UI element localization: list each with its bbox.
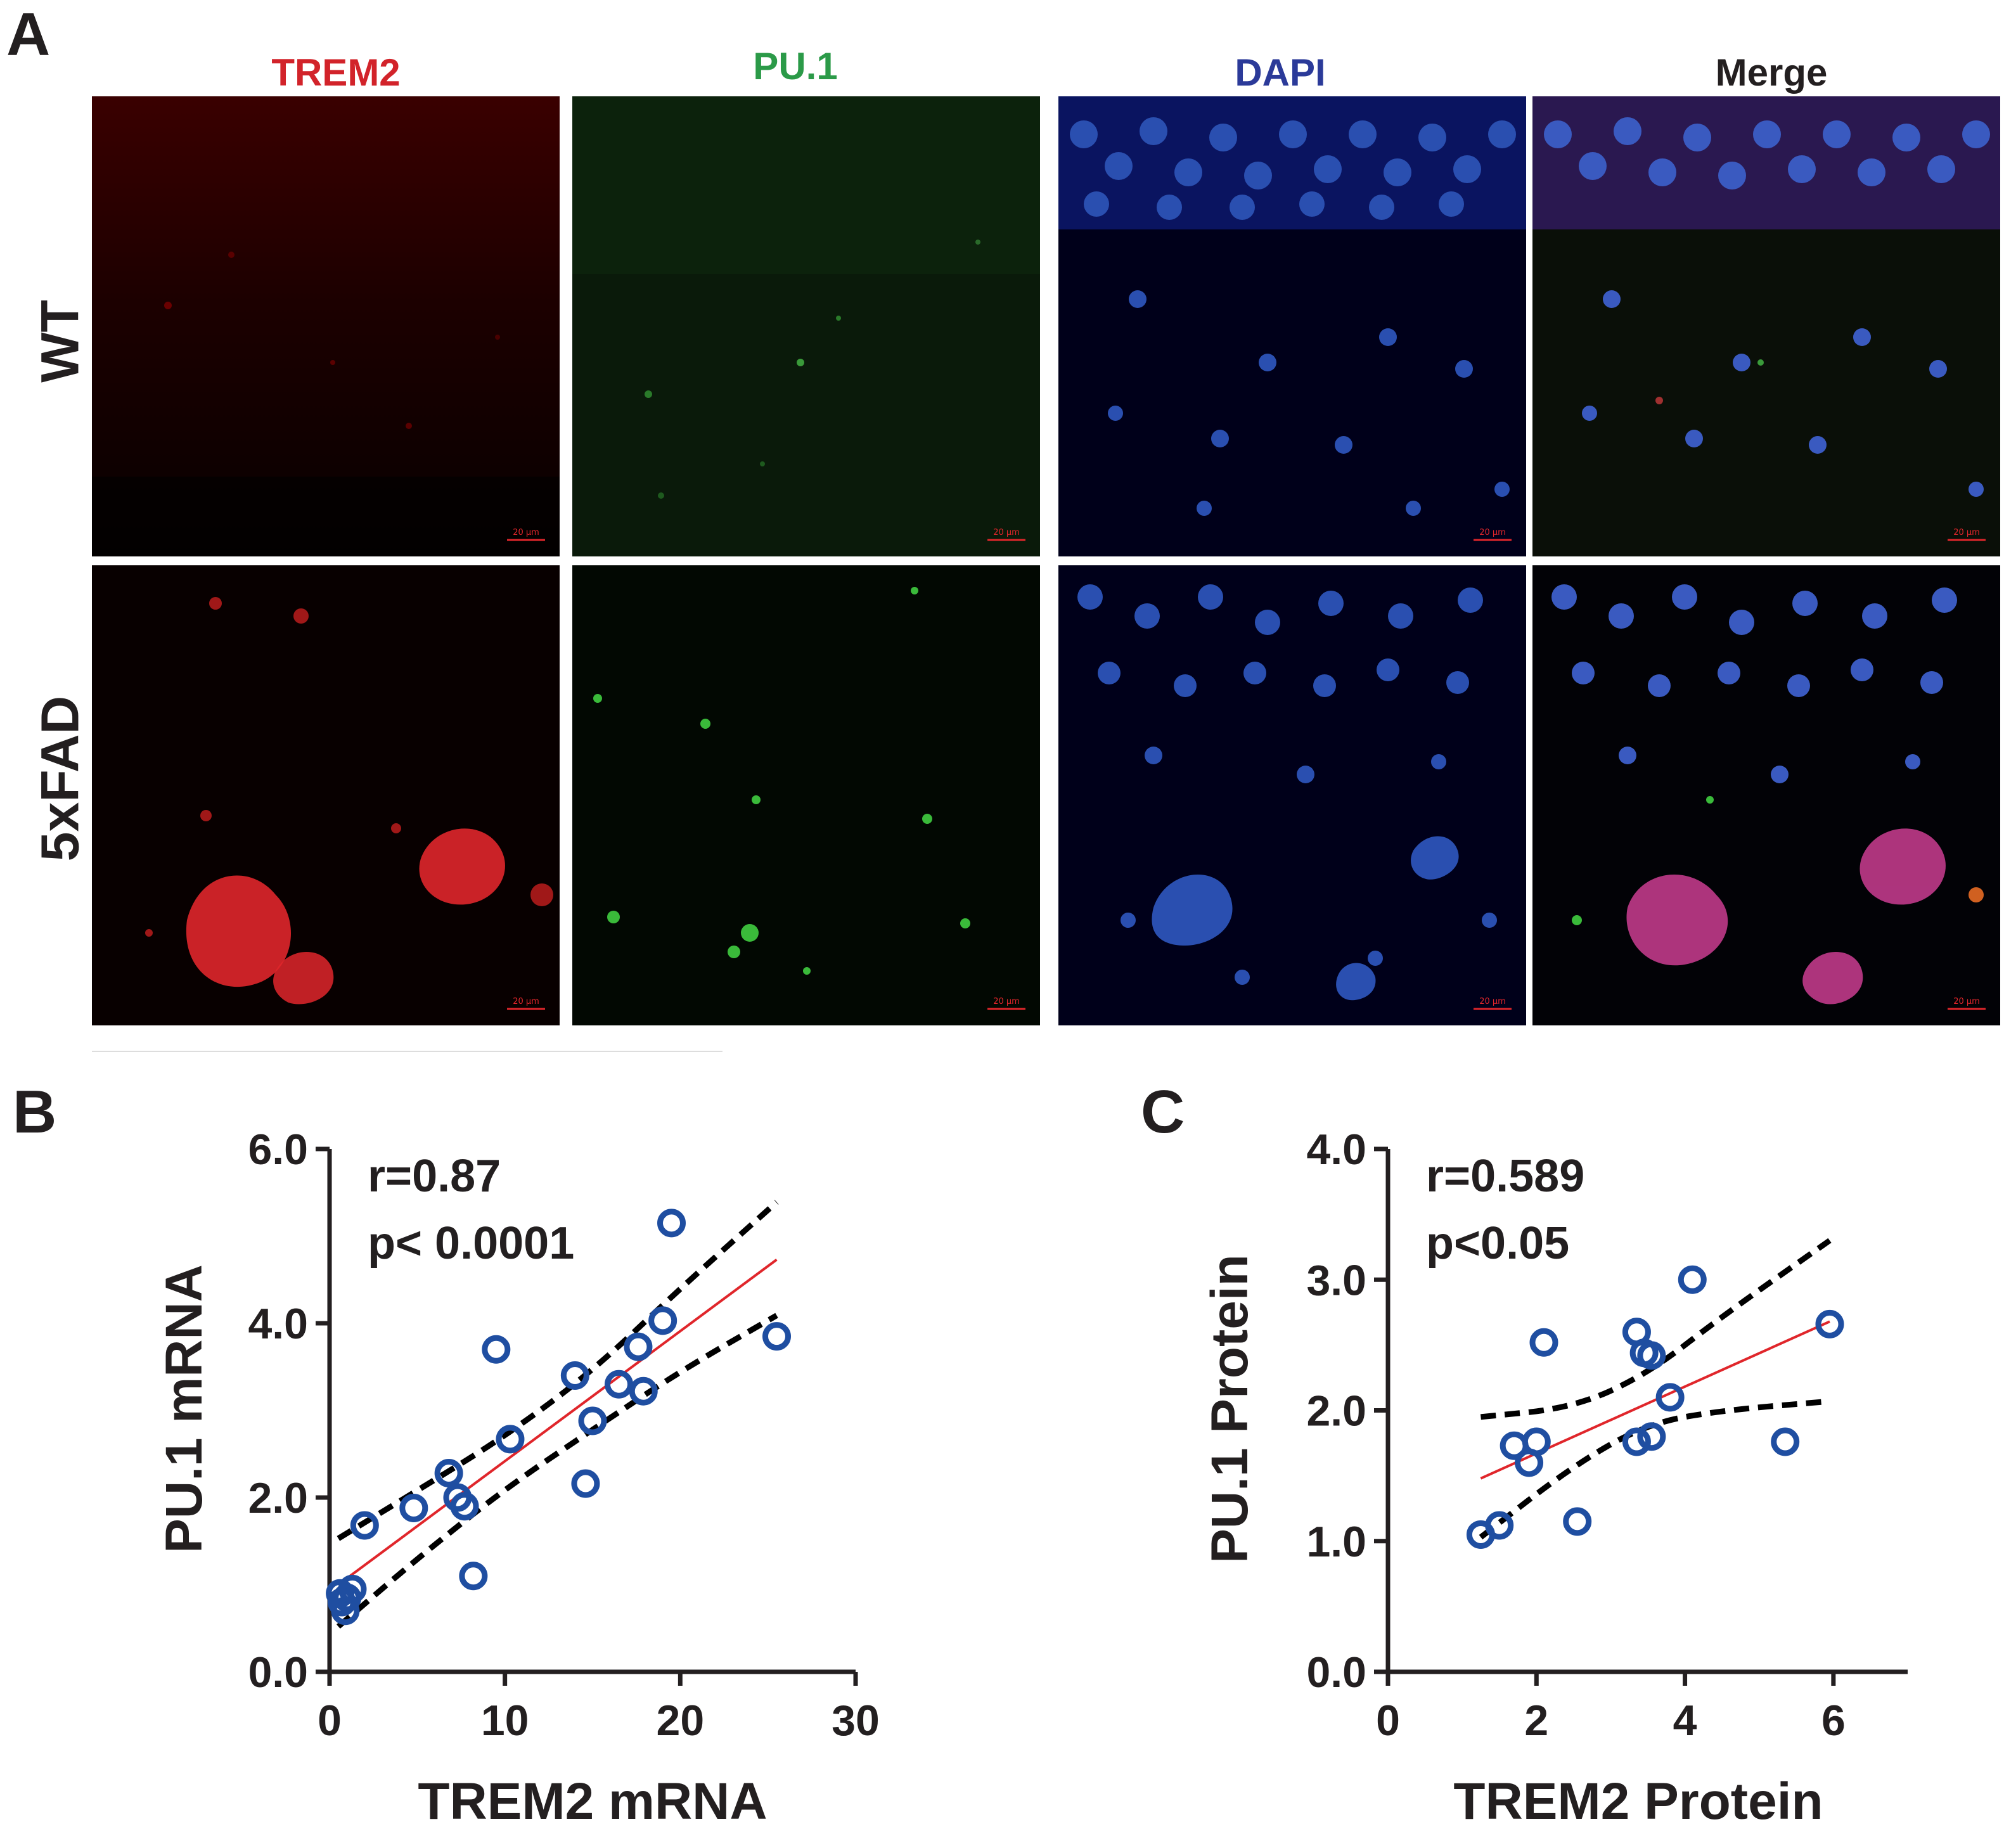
data-point xyxy=(629,1376,658,1406)
data-point xyxy=(350,1511,379,1540)
x-tick-label: 6 xyxy=(1821,1697,1846,1745)
regression-line xyxy=(337,1258,778,1586)
chart-b: r=0.87 p< 0.0001 TREM2 mRNA PU.1 mRNA 0.… xyxy=(155,1126,880,1830)
data-point xyxy=(578,1406,607,1435)
ci-lower-curve xyxy=(1479,1398,1830,1540)
data-point xyxy=(434,1459,463,1487)
data-point xyxy=(450,1492,479,1521)
data-point xyxy=(1522,1427,1551,1456)
x-tick-label: 0 xyxy=(1376,1697,1400,1745)
x-tick-label: 10 xyxy=(481,1697,529,1745)
y-tick-label: 2.0 xyxy=(1306,1387,1366,1435)
micrograph-wt-dapi: 20 µm xyxy=(1058,96,1526,556)
micrograph-wt-pu1: 20 µm xyxy=(572,96,1040,556)
data-point xyxy=(496,1425,525,1454)
data-point xyxy=(1622,1427,1651,1456)
data-point xyxy=(1771,1427,1800,1456)
row-label-5xfad: 5xFAD xyxy=(30,695,90,862)
y-tick-label: 0.0 xyxy=(1306,1648,1366,1697)
data-point xyxy=(648,1306,678,1335)
x-axis-label: TREM2 Protein xyxy=(1453,1773,1823,1830)
data-point xyxy=(1815,1309,1844,1338)
x-tick-label: 20 xyxy=(657,1697,705,1745)
micrograph-5xfad-pu1: 20 µm xyxy=(572,565,1040,1025)
scale-bar-label: 20 µm xyxy=(993,997,1020,1006)
y-tick-label: 4.0 xyxy=(248,1300,308,1348)
annotation-p: p< 0.0001 xyxy=(368,1218,574,1269)
data-point xyxy=(624,1332,653,1361)
y-tick-label: 3.0 xyxy=(1306,1256,1366,1304)
data-point xyxy=(1485,1511,1514,1540)
ci-upper-curve xyxy=(1480,1238,1832,1420)
y-tick-label: 0.0 xyxy=(248,1648,308,1697)
row-label-wt: WT xyxy=(30,300,90,383)
chart-c: r=0.589 p<0.05 TREM2 Protein PU.1 Protei… xyxy=(1201,1126,1908,1830)
scale-bar-label: 20 µm xyxy=(1953,528,1980,537)
column-label-pu1: PU.1 xyxy=(753,45,838,87)
x-tick-label: 30 xyxy=(832,1697,880,1745)
x-tick-label: 0 xyxy=(318,1697,342,1745)
column-label-dapi: DAPI xyxy=(1235,51,1326,94)
annotation-r: r=0.87 xyxy=(368,1151,501,1202)
ci-lower-curve xyxy=(336,1312,778,1629)
panel-a-letter: A xyxy=(6,1,51,68)
micrograph-5xfad-dapi: 20 µm xyxy=(1058,565,1526,1025)
data-point xyxy=(1678,1265,1707,1294)
annotation-r: r=0.589 xyxy=(1426,1151,1584,1202)
column-label-trem2: TREM2 xyxy=(271,51,401,94)
micrograph-5xfad-trem2: 20 µm xyxy=(92,565,560,1025)
panel-b-letter: B xyxy=(13,1078,57,1146)
y-axis-label: PU.1 Protein xyxy=(1201,1254,1259,1563)
micrograph-5xfad-merge: 20 µm xyxy=(1532,565,2000,1025)
x-axis-label: TREM2 mRNA xyxy=(418,1773,767,1830)
data-point xyxy=(571,1469,600,1498)
data-point xyxy=(482,1335,511,1364)
data-point xyxy=(605,1370,633,1399)
data-point xyxy=(399,1494,428,1522)
y-axis-label: PU.1 mRNA xyxy=(155,1264,213,1553)
scale-bar-label: 20 µm xyxy=(1479,997,1506,1006)
data-point xyxy=(1563,1507,1592,1536)
data-point xyxy=(560,1361,589,1390)
scale-bar-label: 20 µm xyxy=(1953,997,1980,1006)
data-point xyxy=(657,1209,686,1238)
data-point xyxy=(327,1588,356,1617)
data-point xyxy=(1637,1422,1666,1451)
scale-bar-label: 20 µm xyxy=(1479,528,1506,537)
annotation-p: p<0.05 xyxy=(1426,1218,1569,1269)
x-tick-label: 2 xyxy=(1524,1697,1548,1745)
data-point xyxy=(459,1562,488,1591)
panel-c-letter: C xyxy=(1141,1078,1185,1146)
scale-bar-label: 20 µm xyxy=(513,997,539,1006)
scale-bar-label: 20 µm xyxy=(993,528,1020,537)
x-tick-label: 4 xyxy=(1673,1697,1697,1745)
micrograph-wt-merge: 20 µm xyxy=(1532,96,2000,556)
micrograph-wt-trem2: 20 µm xyxy=(92,96,560,556)
data-point xyxy=(762,1322,791,1351)
data-point xyxy=(1637,1341,1666,1370)
y-tick-label: 4.0 xyxy=(1306,1126,1366,1174)
ci-upper-curve xyxy=(337,1200,779,1541)
y-tick-label: 2.0 xyxy=(248,1474,308,1522)
separator-line xyxy=(92,1051,723,1052)
data-point xyxy=(1529,1328,1558,1357)
column-label-merge: Merge xyxy=(1715,51,1828,94)
y-tick-label: 1.0 xyxy=(1306,1518,1366,1566)
data-point xyxy=(1655,1383,1685,1412)
scale-bar-label: 20 µm xyxy=(513,528,539,537)
y-tick-label: 6.0 xyxy=(248,1126,308,1174)
